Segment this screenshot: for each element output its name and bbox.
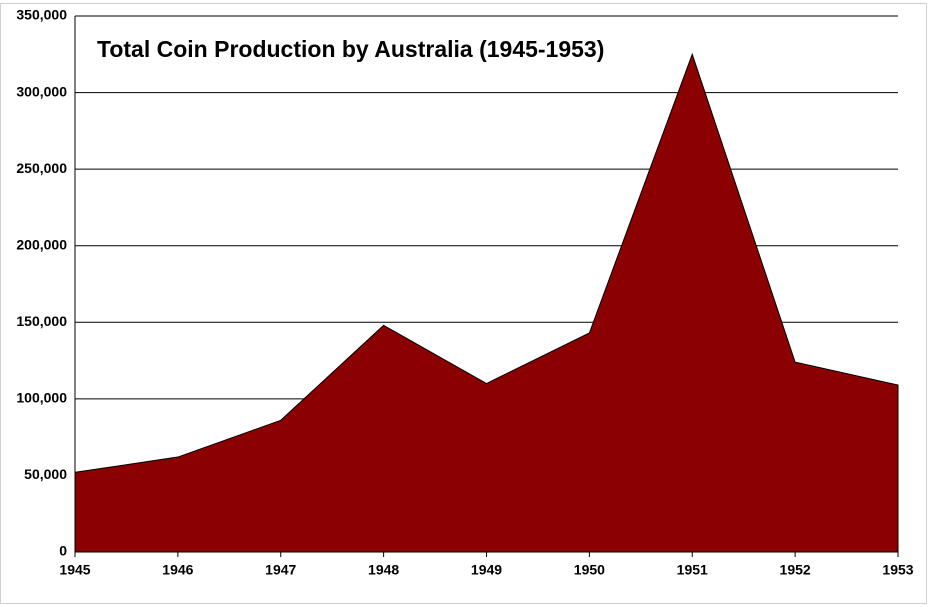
x-tick-label: 1951 [677, 562, 708, 578]
x-tick-label: 1953 [882, 562, 913, 578]
y-tick-label: 200,000 [16, 236, 67, 252]
y-tick-label: 100,000 [16, 390, 67, 406]
chart-title: Total Coin Production by Australia (1945… [97, 36, 604, 62]
y-tick-label: 150,000 [16, 313, 67, 329]
x-tick-label: 1947 [265, 562, 296, 578]
x-tick-label: 1950 [574, 562, 605, 578]
x-tick-label: 1948 [368, 562, 399, 578]
x-tick-label: 1949 [471, 562, 502, 578]
y-tick-label: 250,000 [16, 160, 67, 176]
x-tick-label: 1945 [59, 562, 90, 578]
y-tick-label: 300,000 [16, 83, 67, 99]
x-tick-label: 1946 [162, 562, 193, 578]
y-tick-label: 350,000 [16, 7, 67, 23]
x-tick-label: 1952 [780, 562, 811, 578]
y-tick-label: 0 [59, 543, 67, 559]
y-tick-label: 50,000 [24, 466, 67, 482]
area [74, 52, 899, 553]
